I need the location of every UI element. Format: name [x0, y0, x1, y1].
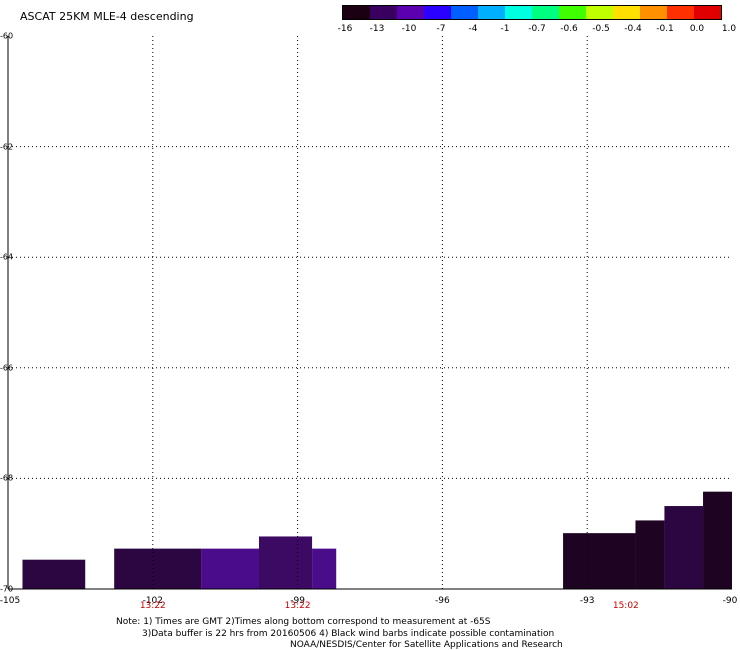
x-tick-label: -105: [0, 596, 21, 606]
colorbar-segment: [424, 6, 451, 19]
x-tick-label: -96: [435, 596, 450, 606]
x-tick-label: -99: [290, 596, 305, 606]
pass-time-label: 15:02: [612, 601, 639, 611]
colorbar-label: -0.1: [656, 24, 674, 34]
x-tick-label: -90: [722, 596, 738, 606]
heatmap-cell: [22, 559, 86, 589]
note-line-1: Note: 1) Times are GMT 2)Times along bot…: [116, 617, 491, 627]
colorbar-label: -4: [468, 24, 478, 34]
colorbar-segment: [694, 6, 721, 19]
map-plot-area[interactable]: [7, 36, 732, 590]
note-line-2: 3)Data buffer is 22 hrs from 20160506 4)…: [142, 629, 555, 639]
heatmap-cell: [635, 520, 665, 589]
heatmap-cell: [312, 548, 337, 589]
colorbar-segment: [343, 6, 370, 19]
y-tick-label: -66: [0, 363, 14, 373]
colorbar-label: -13: [369, 24, 385, 34]
colorbar-segment: [667, 6, 694, 19]
heatmap-cell: [664, 506, 704, 589]
heatmap-cell: [703, 491, 732, 589]
heatmap-cell: [114, 548, 202, 589]
colorbar-segment: [613, 6, 640, 19]
colorbar-segment: [451, 6, 478, 19]
heatmap-cell: [258, 536, 313, 589]
chart-title: ASCAT 25KM MLE-4 descending: [20, 10, 194, 23]
x-tick-label: -102: [142, 596, 164, 606]
colorbar-segment: [478, 6, 505, 19]
y-tick-label: -60: [0, 31, 14, 41]
colorbar-segment: [505, 6, 532, 19]
colorbar: [342, 5, 722, 20]
colorbar-label: -10: [401, 24, 417, 34]
pass-time-label: 13:22: [284, 601, 311, 611]
y-tick-label: -62: [0, 142, 14, 152]
colorbar-label: 1.0: [721, 24, 737, 34]
colorbar-label: -1: [500, 24, 510, 34]
colorbar-segment: [532, 6, 559, 19]
y-tick-label: -68: [0, 473, 14, 483]
colorbar-segment: [586, 6, 613, 19]
y-tick-label: -64: [0, 252, 14, 262]
colorbar-labels: -16 -13 -10 -7 -4 -1 -0.7 -0.6 -0.5 -0.4 -0.1 0.0 1.…: [337, 24, 737, 38]
x-tick-label: -93: [579, 596, 595, 606]
colorbar-segment: [640, 6, 667, 19]
heatmap-cell: [563, 533, 636, 589]
heatmap-cell: [201, 548, 259, 589]
colorbar-label: -0.5: [592, 24, 610, 34]
colorbar-label: -7: [436, 24, 446, 34]
pass-time-label: 13:22: [139, 601, 166, 611]
y-tick-label: -70: [0, 584, 14, 594]
map-svg: [7, 36, 732, 590]
colorbar-segment: [370, 6, 397, 19]
note-line-3: NOAA/NESDIS/Center for Satellite Applica…: [290, 640, 563, 650]
colorbar-label: -0.4: [624, 24, 642, 34]
colorbar-segment: [397, 6, 424, 19]
colorbar-label: -16: [337, 24, 353, 34]
colorbar-label: -0.6: [560, 24, 578, 34]
colorbar-label: -0.7: [528, 24, 546, 34]
colorbar-label: 0.0: [689, 24, 705, 34]
colorbar-segment: [559, 6, 586, 19]
